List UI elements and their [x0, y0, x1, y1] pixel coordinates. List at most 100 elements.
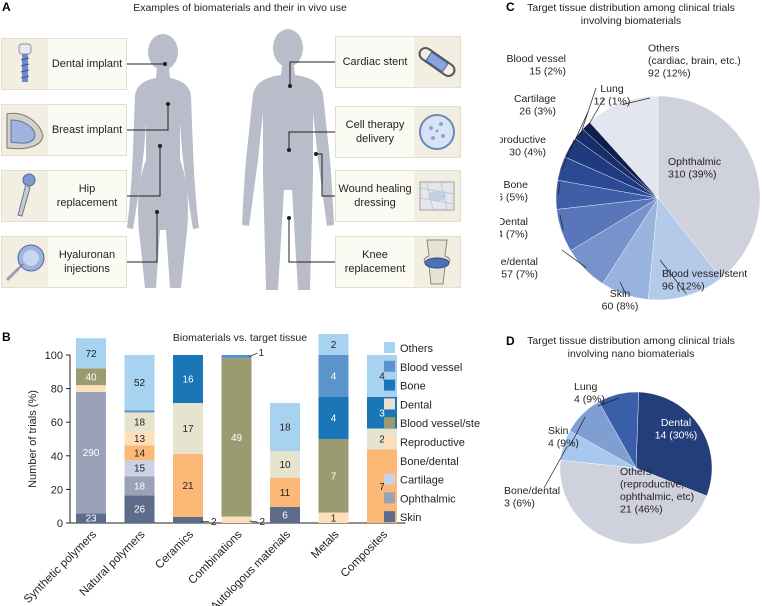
cardiac-stent-icon: [418, 46, 456, 78]
pie-slice-value: 36 (5%): [500, 192, 528, 204]
bar-value-label: 18: [134, 481, 146, 492]
hyaluronan-injections-label: Hyaluronan injections: [58, 249, 116, 275]
pie-leader-line: [561, 139, 575, 170]
bar-value-label: 21: [182, 481, 194, 492]
bar-value-label: 52: [134, 378, 146, 389]
bar-value-label: 17: [182, 424, 194, 435]
x-tick-label: Ceramics: [153, 528, 196, 571]
bar-segment: [124, 495, 155, 523]
knee-icon: [423, 239, 451, 285]
dressing-icon: [419, 181, 455, 211]
bar-segment: [124, 431, 155, 446]
legend-swatch: [384, 417, 395, 429]
bar-segment: [124, 412, 155, 432]
pie-leader-line: [561, 249, 587, 268]
bar-value-label: 290: [83, 448, 100, 459]
pie-slice: [635, 391, 713, 497]
pie-slice-name: Bone/dental: [504, 485, 560, 497]
bar-segment: [270, 477, 300, 507]
bar-value-label: 6: [282, 511, 288, 522]
cardiac-stent-box: Cardiac stent: [335, 36, 461, 88]
pie-leader-line: [559, 214, 564, 231]
left-connectors: [127, 63, 169, 263]
pie-slice-name: Blood vessel: [506, 53, 566, 65]
bar-segment: [221, 516, 252, 523]
hip-replacement-label: Hip replacement: [56, 183, 118, 209]
pie-leader-line: [597, 397, 620, 407]
bar-value-label: 40: [85, 372, 97, 383]
bar-segment: [124, 410, 155, 413]
panel-b-label: B: [2, 330, 11, 344]
syringe-icon: [5, 244, 45, 282]
breast-implant-label: Breast implant: [51, 124, 123, 136]
cardiac-stent-label: Cardiac stent: [342, 56, 408, 68]
pie-slice-name: Others: [648, 43, 680, 55]
bar-segment: [173, 517, 203, 523]
bar-value-label: 11: [280, 488, 291, 499]
x-tick-label: Autologous materials: [209, 528, 294, 606]
wound-dressing-box: Wound healing dressing: [335, 170, 461, 222]
pie-slice: [598, 391, 639, 469]
pie-slice-name: (reproductive,: [620, 479, 684, 491]
pie-leader-line: [570, 111, 589, 149]
legend-label: Bone/dental: [400, 456, 459, 468]
bar-value-label: 4: [379, 372, 385, 383]
pie-leader-line: [580, 87, 597, 136]
legend-swatch: [384, 492, 395, 504]
pie-slice: [648, 197, 722, 301]
bar-value-label: 72: [85, 349, 97, 360]
bar-segment: [76, 368, 106, 386]
pie-slice-name: Ophthalmic: [668, 156, 721, 168]
x-tick-label: Composites: [339, 528, 391, 580]
legend-label: Ophthalmic: [400, 493, 456, 505]
bar-segment: [318, 397, 349, 439]
panel-c-title-line1: Target tissue distribution among clinica…: [527, 2, 735, 14]
y-tick-label: 40: [51, 451, 63, 463]
knee-replacement-label: Knee replacement: [344, 249, 406, 275]
pie-leader-line: [622, 97, 651, 105]
bar-segment: [221, 358, 252, 517]
knee-replacement-box: Knee replacement: [335, 236, 461, 288]
pie-slice-name: (cardiac, brain, etc.): [648, 55, 741, 67]
wound-dressing-label: Wound healing dressing: [338, 183, 412, 209]
bar-segment: [124, 445, 155, 461]
legend-label: Others: [400, 343, 434, 355]
pie-slice-name: Lung: [600, 83, 624, 95]
bar-segment: [124, 460, 155, 477]
pie-slice-name: Dental: [500, 216, 528, 228]
bar-segment: [318, 439, 349, 513]
dental-implant-icon: [18, 43, 32, 82]
cell-dish-icon: [419, 114, 455, 150]
pie-slice-value: 14 (30%): [655, 430, 698, 442]
bar-segment: [76, 338, 106, 369]
pie-slice-name: Skin: [610, 288, 631, 300]
pie-slice-value: 26 (3%): [519, 106, 556, 118]
annotation-leader: [249, 352, 258, 357]
bar-value-label: 23: [85, 514, 97, 525]
bar-value-label: 10: [279, 460, 291, 471]
pie-slice-name: Others: [620, 466, 652, 478]
pie-slice-value: 57 (7%): [501, 269, 538, 281]
annotation-leader: [249, 520, 258, 523]
connector-dots: [155, 62, 318, 220]
pie-slice: [657, 95, 761, 279]
legend-label: Bone: [400, 381, 426, 393]
bar-value-label: 14: [134, 448, 146, 459]
hip-replacement-icon: [17, 173, 36, 217]
bar-segment: [270, 451, 300, 478]
pie-slice-value: 30 (4%): [509, 147, 546, 159]
legend-swatch: [384, 379, 395, 391]
pie-leader-line: [587, 97, 605, 128]
panel-d-title-line2: involving nano biomaterials: [567, 348, 695, 360]
breast-implant-icon: [6, 112, 44, 150]
cell-therapy-label: Cell therapy delivery: [345, 119, 405, 145]
bar-value-label: 26: [134, 505, 146, 516]
panel-d-title-line1: Target tissue distribution among clinica…: [527, 335, 735, 347]
bar-value-label: 4: [331, 414, 337, 425]
pie-slice-value: 54 (7%): [500, 229, 528, 241]
pie-slice-value: 21 (46%): [620, 504, 663, 516]
bar-value-label: 2: [331, 340, 337, 351]
